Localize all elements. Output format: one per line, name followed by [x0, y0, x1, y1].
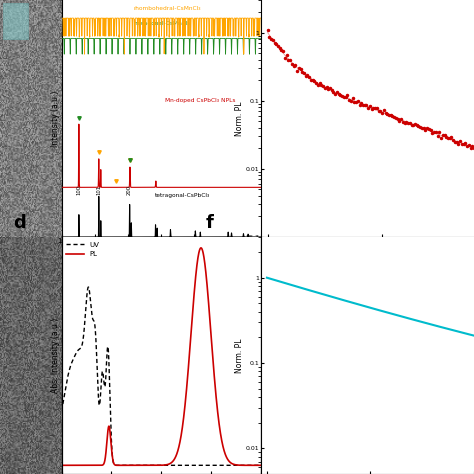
X-axis label: Wavelength (nm): Wavelength (nm)	[128, 246, 194, 255]
Line: UV: UV	[59, 287, 263, 465]
Text: d: d	[13, 214, 26, 232]
Text: f: f	[206, 214, 214, 232]
UV	[235, 463, 240, 468]
Line: PL: PL	[59, 248, 263, 465]
PL	[235, 462, 240, 468]
Y-axis label: Abs. Intensity (a.u.): Abs. Intensity (a.u.)	[51, 318, 60, 393]
Y-axis label: Intensity (a.u.): Intensity (a.u.)	[51, 91, 60, 146]
Bar	[2, 3, 28, 38]
X-axis label: De: De	[362, 245, 373, 254]
UV	[135, 463, 140, 468]
Text: hexagonal-CsMnCl₃: hexagonal-CsMnCl₃	[133, 21, 190, 27]
PL	[135, 463, 140, 468]
Text: 101: 101	[96, 185, 101, 195]
PL	[198, 245, 204, 251]
UV	[80, 341, 85, 346]
Y-axis label: Norm. PL: Norm. PL	[235, 338, 244, 373]
Text: Mn-doped CsPbCl₃ NPLs: Mn-doped CsPbCl₃ NPLs	[165, 98, 236, 103]
UV	[144, 463, 149, 468]
Text: 100: 100	[76, 185, 82, 195]
PL	[56, 463, 62, 468]
PL	[256, 463, 262, 468]
PL	[260, 463, 266, 468]
Y-axis label: PL Intensity (a.u.): PL Intensity (a.u.)	[262, 322, 271, 389]
UV	[85, 284, 91, 290]
PL	[91, 463, 97, 468]
Text: 200: 200	[127, 185, 132, 195]
Text: tetragonal-CsPbCl₃: tetragonal-CsPbCl₃	[155, 193, 210, 198]
Legend: UV, PL: UV, PL	[65, 240, 100, 259]
UV	[256, 463, 262, 468]
PL	[143, 463, 149, 468]
UV	[260, 463, 266, 468]
Y-axis label: Norm. PL: Norm. PL	[235, 101, 244, 136]
UV	[56, 421, 62, 427]
PL	[80, 463, 85, 468]
Text: rhombohedral-CsMnCl₃: rhombohedral-CsMnCl₃	[133, 6, 201, 11]
UV	[92, 320, 98, 326]
